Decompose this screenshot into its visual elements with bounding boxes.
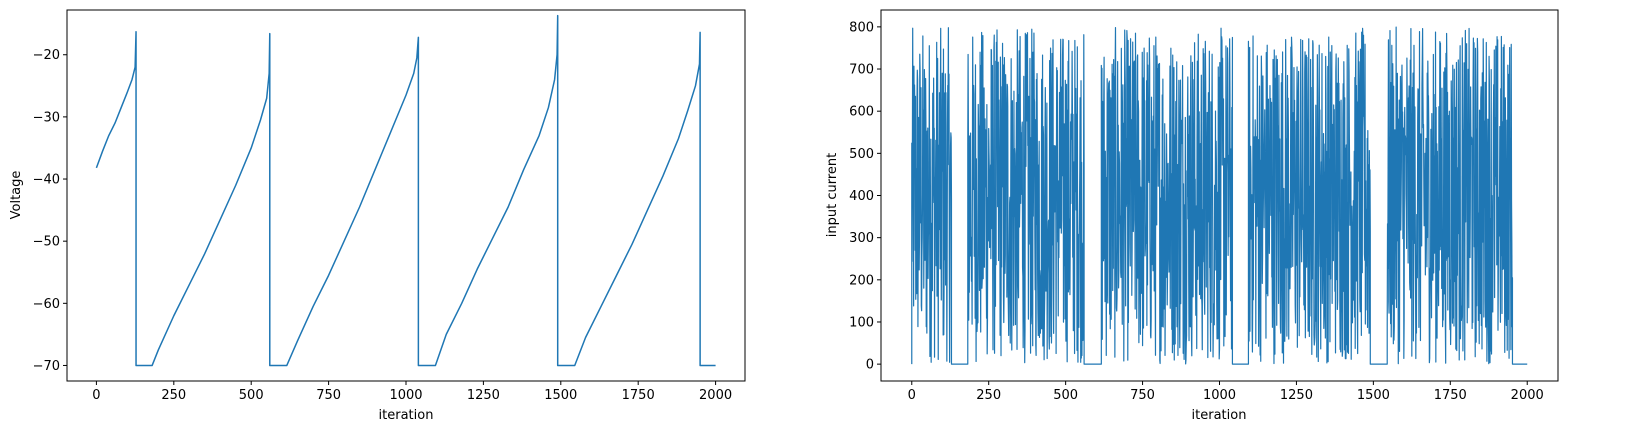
x-tick-label: 0 bbox=[908, 388, 916, 403]
y-tick-label: 400 bbox=[849, 189, 874, 204]
y-tick-label: −40 bbox=[33, 173, 60, 188]
voltage-series bbox=[95, 14, 716, 367]
x-tick-label: 500 bbox=[1053, 388, 1078, 403]
voltage-y-axis-label: Voltage bbox=[9, 171, 24, 220]
current-x-ticks: 0 250 500 750 1000 1250 1500 1750 2000 bbox=[908, 381, 1544, 403]
y-tick-label: −20 bbox=[33, 48, 60, 63]
x-tick-label: 2000 bbox=[1511, 388, 1544, 403]
y-tick-label: 800 bbox=[849, 20, 874, 35]
input-current-chart: 0 250 500 750 1000 1250 1500 1750 2000 0 100 200 30… bbox=[825, 9, 1559, 423]
y-tick-label: 0 bbox=[866, 358, 874, 373]
voltage-line bbox=[95, 14, 716, 367]
voltage-y-ticks: −70 −60 −50 −40 −30 −20 bbox=[33, 48, 67, 374]
x-tick-label: 1500 bbox=[1357, 388, 1390, 403]
x-tick-label: 1750 bbox=[622, 388, 655, 403]
current-y-axis-label: input current bbox=[825, 153, 840, 237]
x-tick-label: 750 bbox=[1130, 388, 1155, 403]
y-tick-label: 500 bbox=[849, 147, 874, 162]
x-tick-label: 2000 bbox=[699, 388, 732, 403]
y-tick-label: 600 bbox=[849, 105, 874, 120]
y-tick-label: 700 bbox=[849, 63, 874, 78]
x-tick-label: 1250 bbox=[1280, 388, 1313, 403]
voltage-x-axis-label: iteration bbox=[379, 408, 434, 423]
x-tick-label: 500 bbox=[239, 388, 264, 403]
x-tick-label: 250 bbox=[161, 388, 186, 403]
x-tick-label: 1250 bbox=[467, 388, 500, 403]
y-tick-label: 200 bbox=[849, 273, 874, 288]
y-tick-label: −60 bbox=[33, 297, 60, 312]
x-tick-label: 250 bbox=[976, 388, 1001, 403]
y-tick-label: −70 bbox=[33, 359, 60, 374]
y-tick-label: 300 bbox=[849, 231, 874, 246]
x-tick-label: 1000 bbox=[1203, 388, 1236, 403]
y-tick-label: 100 bbox=[849, 315, 874, 330]
y-tick-label: −30 bbox=[33, 110, 60, 125]
voltage-x-ticks: 0 250 500 750 1000 1250 1500 1750 2000 bbox=[92, 381, 732, 403]
x-tick-label: 1750 bbox=[1434, 388, 1467, 403]
current-y-ticks: 0 100 200 300 400 500 600 700 800 bbox=[849, 20, 881, 373]
input-current-line bbox=[911, 26, 1528, 365]
current-x-axis-label: iteration bbox=[1192, 408, 1247, 423]
x-tick-label: 0 bbox=[92, 388, 100, 403]
x-tick-label: 1500 bbox=[544, 388, 577, 403]
x-tick-label: 1000 bbox=[389, 388, 422, 403]
voltage-chart: 0 250 500 750 1000 1250 1500 1750 2000 −70 −60 −50… bbox=[9, 9, 746, 423]
x-tick-label: 750 bbox=[316, 388, 341, 403]
y-tick-label: −50 bbox=[33, 235, 60, 250]
input-current-series bbox=[911, 26, 1528, 365]
